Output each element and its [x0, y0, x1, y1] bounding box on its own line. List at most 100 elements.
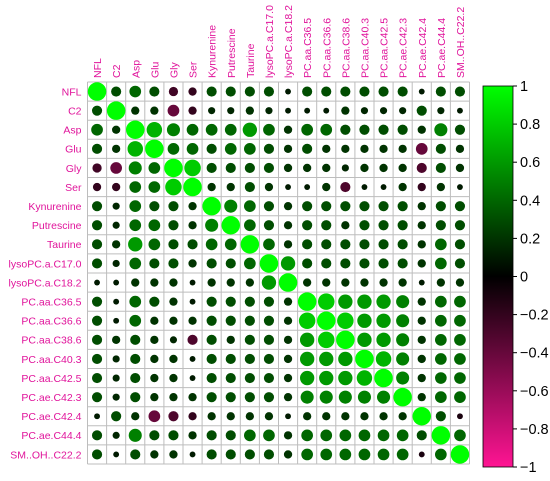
- corr-circle-PC.ae.C42.3-Kynurenine: [206, 392, 217, 403]
- corr-circle-lysoPC.a.C18.2-Ser: [189, 279, 196, 286]
- corr-circle-Asp-PC.aa.C42.5: [378, 124, 389, 135]
- row-label: lysoPC.a.C18.2: [9, 277, 82, 289]
- corr-circle-lysoPC.a.C17.0-Putrescine: [225, 258, 236, 269]
- corr-circle-PC.aa.C36.5-Ser: [189, 298, 196, 305]
- corr-circle-PC.ae.C42.3-Glu: [150, 393, 159, 402]
- corr-circle-Taurine-PC.ae.C44.4: [435, 238, 447, 251]
- corr-circle-lysoPC.a.C18.2-Kynurenine: [207, 278, 216, 287]
- column-label: PC.aa.C38.6: [340, 18, 352, 78]
- corr-circle-PC.ae.C44.4-Ser: [188, 431, 197, 440]
- column-label: PC.ae.C44.4: [436, 18, 448, 78]
- corr-circle-Asp-Asp: [126, 120, 145, 139]
- corr-circle-PC.aa.C40.3-Glu: [150, 354, 159, 364]
- corr-circle-PC.aa.C36.5-PC.aa.C36.6: [317, 293, 335, 310]
- colorbar-gradient: [482, 85, 514, 468]
- corr-circle-C2-PC.aa.C42.5: [379, 107, 388, 115]
- corr-circle-Putrescine-PC.ae.C42.4: [417, 221, 426, 230]
- corr-circle-Taurine-lysoPC.a.C17.0: [263, 238, 275, 251]
- row-label: Ser: [65, 182, 82, 194]
- corr-circle-SM..OH..C22.2-PC.aa.C36.6: [320, 448, 333, 461]
- row-label: NFL: [62, 86, 82, 98]
- row-label: Gly: [66, 163, 83, 175]
- corr-circle-NFL-PC.ae.C42.3: [397, 86, 408, 97]
- corr-circle-Taurine-SM..OH..C22.2: [454, 239, 466, 250]
- corr-circle-NFL-Ser: [188, 87, 197, 96]
- corr-circle-lysoPC.a.C17.0-Kynurenine: [206, 258, 217, 269]
- corr-circle-PC.ae.C44.4-Glu: [149, 430, 160, 441]
- corr-circle-Ser-PC.ae.C44.4: [436, 182, 445, 192]
- corr-circle-PC.aa.C36.5-lysoPC.a.C17.0: [263, 296, 275, 307]
- corr-circle-SM..OH..C22.2-lysoPC.a.C17.0: [263, 449, 275, 460]
- corr-circle-C2-Putrescine: [227, 107, 235, 115]
- corr-circle-lysoPC.a.C17.0-C2: [112, 259, 120, 268]
- corr-circle-PC.aa.C40.3-PC.aa.C36.5: [299, 351, 315, 367]
- corr-circle-Gly-Asp: [128, 161, 142, 175]
- corr-circle-Kynurenine-lysoPC.a.C18.2: [283, 202, 293, 211]
- corr-circle-PC.aa.C38.6-PC.aa.C36.5: [299, 332, 315, 348]
- corr-circle-C2-lysoPC.a.C18.2: [285, 107, 291, 114]
- corr-circle-Glu-Kynurenine: [206, 143, 217, 154]
- corr-circle-Kynurenine-PC.aa.C36.5: [302, 201, 313, 212]
- corr-circle-lysoPC.a.C17.0-lysoPC.a.C18.2: [280, 256, 296, 271]
- row-label: PC.aa.C36.5: [21, 296, 81, 308]
- corr-circle-PC.aa.C40.3-Gly: [169, 354, 178, 364]
- corr-circle-Putrescine-Glu: [148, 219, 161, 232]
- corr-circle-C2-PC.ae.C42.4: [416, 105, 427, 116]
- corr-circle-PC.aa.C40.3-lysoPC.a.C18.2: [283, 354, 293, 364]
- corr-circle-lysoPC.a.C18.2-Glu: [150, 278, 159, 287]
- corr-circle-Asp-lysoPC.a.C18.2: [283, 125, 293, 134]
- corr-circle-PC.ae.C42.3-lysoPC.a.C18.2: [283, 393, 293, 402]
- corr-circle-SM..OH..C22.2-PC.ae.C44.4: [435, 448, 447, 461]
- corr-circle-PC.aa.C42.5-lysoPC.a.C17.0: [263, 372, 275, 384]
- column-label: PC.aa.C36.5: [302, 18, 314, 78]
- corr-circle-PC.aa.C42.5-Putrescine: [225, 372, 236, 384]
- corr-circle-PC.ae.C42.3-NFL: [91, 392, 103, 403]
- corr-circle-Taurine-NFL: [91, 239, 103, 250]
- corr-circle-PC.aa.C42.5-PC.aa.C36.5: [299, 370, 315, 386]
- row-label: Kynurenine: [28, 201, 81, 213]
- corr-circle-PC.ae.C42.4-Kynurenine: [207, 412, 216, 421]
- corr-circle-Glu-PC.ae.C42.3: [398, 144, 407, 153]
- corr-circle-lysoPC.a.C17.0-PC.ae.C44.4: [435, 257, 447, 270]
- corr-circle-PC.aa.C38.6-Putrescine: [226, 335, 235, 344]
- corr-circle-SM..OH..C22.2-C2: [113, 451, 120, 458]
- corr-circle-lysoPC.a.C18.2-NFL: [94, 279, 100, 286]
- corr-circle-Gly-lysoPC.a.C17.0: [263, 162, 275, 174]
- corr-circle-Ser-SM..OH..C22.2: [457, 184, 463, 190]
- corr-circle-Asp-Kynurenine: [205, 123, 218, 136]
- corr-circle-PC.aa.C36.5-Asp: [129, 295, 142, 308]
- corr-circle-PC.ae.C42.4-PC.aa.C38.6: [341, 412, 350, 421]
- corr-circle-Asp-lysoPC.a.C17.0: [263, 123, 275, 136]
- column-label: Asp: [130, 60, 142, 78]
- corr-circle-Kynurenine-PC.ae.C42.4: [417, 202, 426, 211]
- corr-circle-Putrescine-lysoPC.a.C17.0: [263, 220, 275, 231]
- corr-circle-PC.aa.C38.6-PC.aa.C42.5: [376, 332, 391, 348]
- corr-circle-SM..OH..C22.2-SM..OH..C22.2: [450, 445, 470, 464]
- corr-circle-Glu-PC.aa.C40.3: [360, 144, 369, 153]
- corr-circle-SM..OH..C22.2-Ser: [189, 451, 196, 458]
- corr-circle-PC.aa.C42.5-PC.ae.C42.4: [417, 373, 426, 383]
- corr-circle-Ser-PC.aa.C36.6: [322, 182, 331, 192]
- corr-circle-lysoPC.a.C17.0-PC.aa.C40.3: [359, 258, 370, 269]
- column-label: PC.ae.C42.4: [417, 18, 429, 78]
- corr-circle-PC.aa.C36.5-PC.aa.C36.5: [297, 292, 317, 311]
- corr-circle-lysoPC.a.C18.2-C2: [113, 279, 120, 286]
- corr-circle-Gly-SM..OH..C22.2: [455, 163, 465, 173]
- corr-circle-PC.aa.C40.3-Kynurenine: [206, 353, 217, 365]
- corr-circle-PC.aa.C40.3-PC.ae.C44.4: [435, 353, 447, 365]
- corr-circle-Taurine-Glu: [148, 238, 161, 251]
- corr-circle-Kynurenine-Glu: [149, 201, 160, 212]
- corr-circle-lysoPC.a.C18.2-PC.ae.C44.4: [436, 278, 445, 287]
- corr-circle-Kynurenine-PC.aa.C40.3: [359, 201, 370, 212]
- corr-circle-lysoPC.a.C18.2-Taurine: [245, 278, 254, 287]
- corr-circle-PC.aa.C36.6-Kynurenine: [206, 315, 217, 326]
- corr-circle-SM..OH..C22.2-Glu: [150, 450, 159, 459]
- corr-circle-Gly-Putrescine: [225, 162, 236, 174]
- corr-circle-PC.aa.C38.6-PC.ae.C44.4: [435, 334, 447, 346]
- colorbar-tick-label: 0.2: [520, 231, 540, 247]
- corr-circle-Asp-PC.aa.C38.6: [340, 124, 351, 135]
- corr-circle-lysoPC.a.C18.2-SM..OH..C22.2: [455, 278, 465, 287]
- corr-circle-SM..OH..C22.2-PC.aa.C36.5: [301, 448, 313, 461]
- corr-circle-Glu-Taurine: [244, 143, 256, 155]
